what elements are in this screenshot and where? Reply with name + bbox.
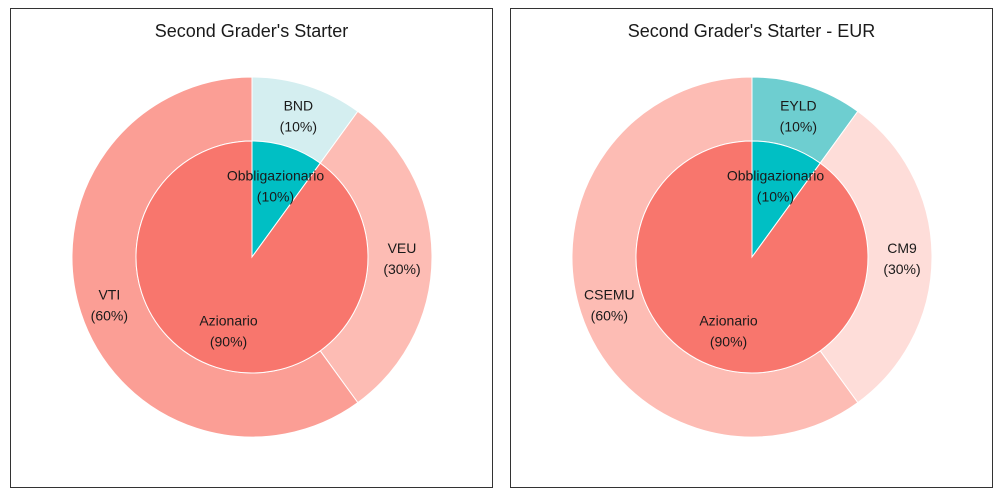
outer-ring-label: VEU <box>388 240 417 256</box>
inner-pie-label: Obbligazionario <box>227 168 324 184</box>
inner-pie-slice-azionario <box>635 140 869 374</box>
outer-ring-percent-label: (30%) <box>883 261 920 277</box>
donut-chart: BND (10%) VEU (30%) VTI (60%) Obbligazionario (… <box>71 76 433 438</box>
inner-pie-slice-obbligazionario <box>751 140 821 259</box>
outer-ring-percent-label: (60%) <box>591 307 628 323</box>
chart-title: Second Grader's Starter <box>154 21 349 41</box>
inner-pie-percent-label: (10%) <box>257 189 294 205</box>
chart-panel-left: Second Grader's Starter BND (10%) VEU (30%)… <box>10 8 493 488</box>
outer-ring-percent-label: (60%) <box>91 307 128 323</box>
outer-ring-label: EYLD <box>780 97 817 113</box>
chart-title: Second Grader's Starter - EUR <box>627 21 876 41</box>
outer-ring-label: VTI <box>98 286 120 302</box>
outer-ring-percent-label: (10%) <box>280 118 317 134</box>
inner-pie-percent-label: (90%) <box>710 333 747 349</box>
outer-ring-label: BND <box>284 97 314 113</box>
inner-pie-percent-label: (10%) <box>757 189 794 205</box>
outer-ring-label: CM9 <box>887 240 917 256</box>
inner-pie-slice-obbligazionario <box>251 140 321 259</box>
chart-panel-right: Second Grader's Starter - EUR EYLD (10%) C… <box>510 8 993 488</box>
inner-pie-label: Obbligazionario <box>727 168 824 184</box>
inner-pie-label: Azionario <box>199 312 258 328</box>
outer-ring-label: CSEMU <box>584 286 635 302</box>
inner-pie-percent-label: (90%) <box>210 333 247 349</box>
inner-pie-label: Azionario <box>699 312 758 328</box>
inner-pie-slice-azionario <box>135 140 369 374</box>
outer-ring-percent-label: (30%) <box>383 261 420 277</box>
donut-chart: EYLD (10%) CM9 (30%) CSEMU (60%) Obbligazionar… <box>571 76 933 438</box>
outer-ring-percent-label: (10%) <box>780 118 817 134</box>
